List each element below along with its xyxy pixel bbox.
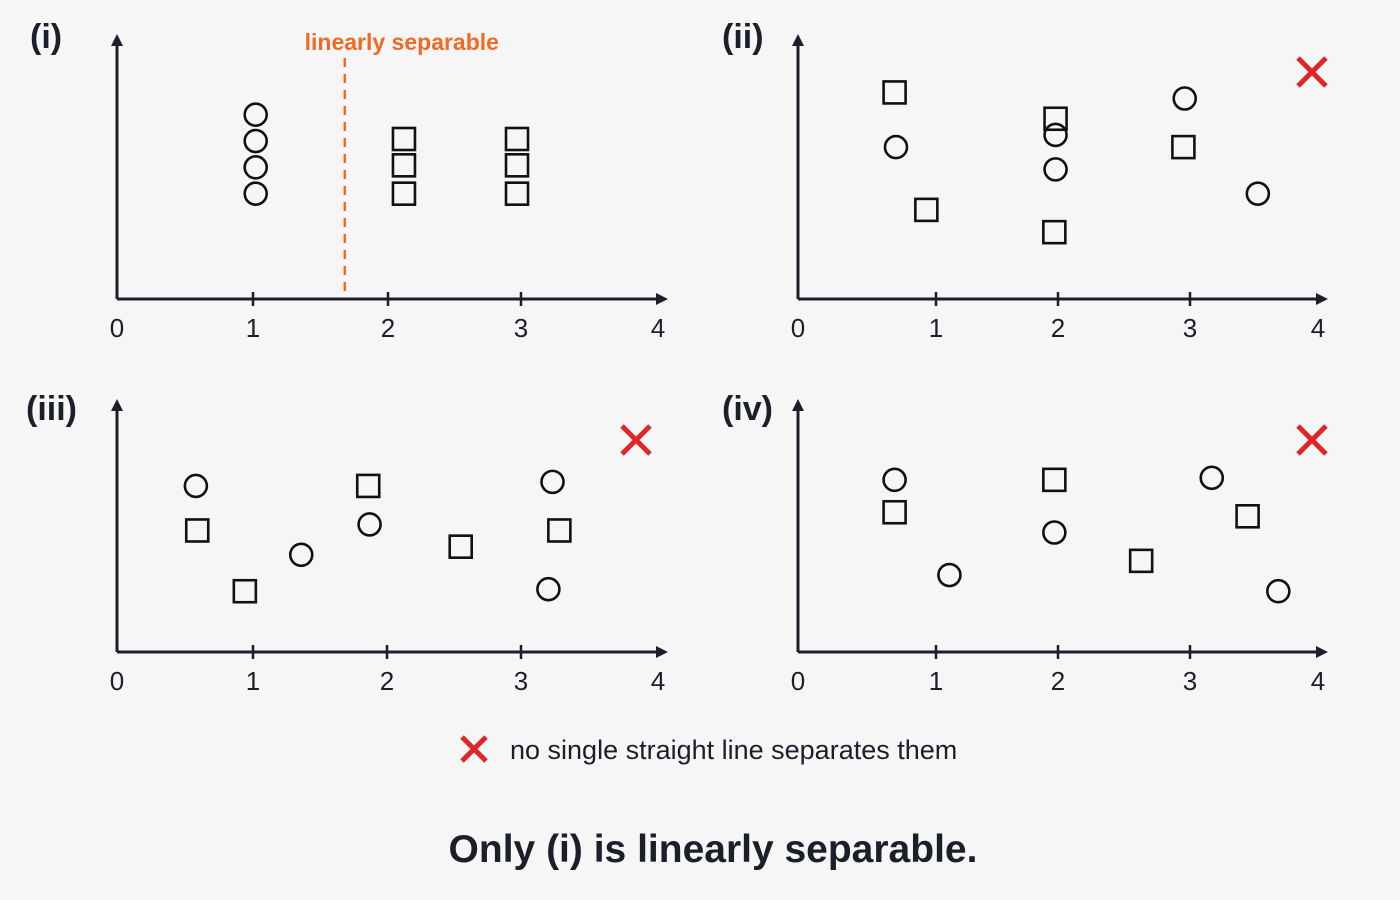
circle-point (1043, 122, 1068, 148)
x-tick-label: 4 (1311, 666, 1325, 696)
panel-4: (iv) 0 1 2 3 4 (722, 390, 1328, 696)
circle-point (937, 562, 962, 588)
legend-text: no single straight line separates them (510, 735, 957, 765)
panel-label: (iii) (26, 390, 77, 428)
x-tick-label: 4 (651, 313, 665, 343)
x-tick-label: 1 (246, 666, 260, 696)
circle-point (288, 542, 314, 568)
y-axis-arrow (111, 34, 123, 46)
x-tick-label: 3 (514, 313, 528, 343)
x-tick-label: 2 (1051, 666, 1065, 696)
circle-point (243, 102, 268, 127)
square-point (184, 518, 210, 543)
square-point (232, 578, 258, 604)
x-tick-label: 0 (110, 666, 124, 696)
not-separable-icon (620, 424, 652, 456)
x-tick-label: 3 (1183, 666, 1197, 696)
x-tick-label: 0 (791, 313, 805, 343)
panel-label: (iv) (722, 390, 773, 428)
square-point (391, 126, 417, 152)
circle-point (1266, 578, 1291, 604)
x-axis-arrow (656, 293, 668, 305)
circle-point (243, 181, 268, 206)
circle-point (1043, 157, 1068, 182)
not-separable-icon (1296, 424, 1328, 456)
separator-label: linearly separable (305, 29, 499, 55)
x-tick-label: 4 (651, 666, 665, 696)
square-point (504, 181, 530, 206)
square-point (1171, 134, 1196, 160)
circle-point (1245, 181, 1271, 206)
square-point (882, 80, 907, 105)
square-point (882, 499, 907, 525)
not-separable-icon (1296, 56, 1328, 88)
x-tick-label: 2 (381, 313, 395, 343)
circle-point (883, 134, 909, 160)
legend: no single straight line separates them (460, 735, 957, 765)
square-point (448, 534, 474, 559)
square-point (391, 153, 417, 178)
not-separable-legend-icon (460, 735, 488, 763)
panel-1: (i) 0 1 2 3 4 linearly separable (30, 18, 668, 343)
square-point (355, 473, 381, 499)
square-point (1042, 467, 1067, 493)
panel-label: (i) (30, 18, 62, 56)
circle-point (357, 512, 382, 537)
circle-point (1042, 520, 1067, 545)
x-tick-label: 2 (380, 666, 394, 696)
x-tick-label: 0 (791, 666, 805, 696)
circle-point (882, 467, 907, 493)
circle-point (243, 128, 268, 154)
y-axis-arrow (111, 399, 123, 411)
circle-point (183, 473, 209, 499)
x-tick-label: 1 (246, 313, 260, 343)
circle-point (536, 576, 561, 602)
x-tick-label: 1 (929, 666, 943, 696)
panel-label: (ii) (722, 18, 764, 56)
circle-point (1199, 465, 1225, 491)
x-tick-label: 2 (1051, 313, 1065, 343)
conclusion-text: Only (i) is linearly separable. (449, 828, 978, 871)
x-tick-label: 1 (929, 313, 943, 343)
square-point (504, 153, 530, 178)
square-point (1235, 503, 1260, 529)
square-point (391, 181, 417, 206)
x-tick-label: 4 (1311, 313, 1325, 343)
square-point (914, 197, 939, 223)
x-axis-arrow (656, 646, 668, 658)
x-axis-arrow (1316, 646, 1328, 658)
square-point (1043, 106, 1068, 132)
panel-3: (iii) 0 1 2 3 4 (26, 390, 668, 696)
panel-2: (ii) 0 1 2 3 4 (722, 18, 1328, 343)
x-axis-arrow (1316, 293, 1328, 305)
y-axis-arrow (792, 399, 804, 411)
square-point (504, 126, 530, 152)
square-point (1042, 219, 1067, 245)
square-point (1128, 548, 1154, 574)
x-tick-label: 3 (1183, 313, 1197, 343)
y-axis-arrow (792, 34, 804, 46)
x-tick-label: 0 (110, 313, 124, 343)
circle-point (1172, 86, 1198, 111)
x-tick-label: 3 (514, 666, 528, 696)
circle-point (540, 469, 565, 495)
square-point (547, 518, 572, 543)
circle-point (243, 155, 268, 180)
